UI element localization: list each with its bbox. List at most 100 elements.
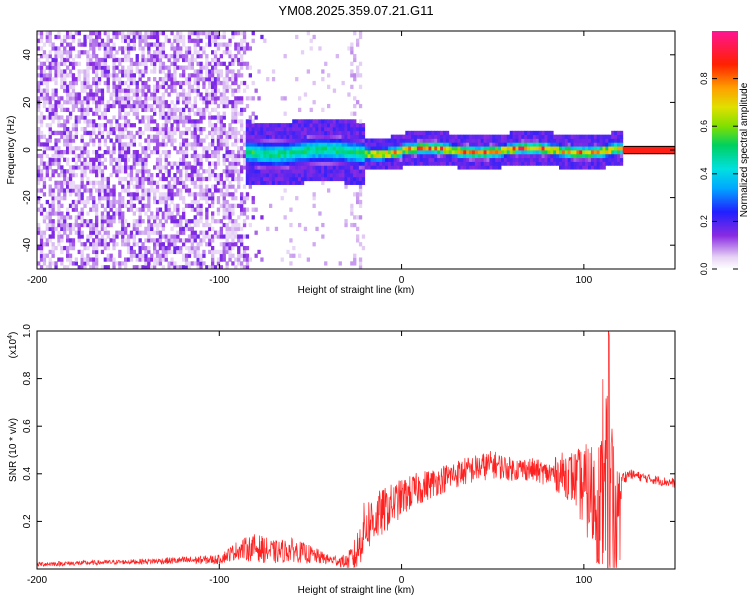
heatmap-cell xyxy=(208,77,212,82)
heatmap-cell xyxy=(66,157,70,162)
heatmap-cell xyxy=(109,199,113,205)
heatmap-cell xyxy=(103,111,107,116)
heatmap-cell xyxy=(625,146,629,151)
heatmap-cell xyxy=(170,46,174,51)
heatmap-cell xyxy=(184,46,189,51)
heatmap-cell xyxy=(225,103,229,109)
heatmap-cell xyxy=(216,230,221,235)
heatmap-cell xyxy=(77,107,81,113)
heatmap-cell xyxy=(408,146,412,151)
heatmap-cell xyxy=(51,103,55,109)
heatmap-cell xyxy=(489,153,493,159)
heatmap-cell xyxy=(144,165,148,170)
heatmap-cell xyxy=(248,130,252,136)
heatmap-cell xyxy=(60,234,64,239)
heatmap-cell xyxy=(588,165,592,170)
heatmap-cell xyxy=(559,157,563,162)
heatmap-cell xyxy=(118,142,122,147)
heatmap-cell xyxy=(561,138,566,143)
heatmap-cell xyxy=(106,38,110,43)
heatmap-cell xyxy=(332,123,337,128)
heatmap-cell xyxy=(216,257,221,262)
heatmap-cell xyxy=(469,150,473,155)
heatmap-cell xyxy=(187,107,192,113)
heatmap-cell xyxy=(480,142,484,147)
heatmap-cell xyxy=(60,115,64,120)
heatmap-cell xyxy=(356,146,360,151)
heatmap-cell xyxy=(437,142,441,147)
heatmap-cell xyxy=(126,92,131,97)
colorbar-gradient xyxy=(712,31,738,269)
heatmap-cell xyxy=(422,138,426,143)
heatmap-cell xyxy=(167,207,171,212)
heatmap-cell xyxy=(54,226,58,232)
heatmap-cell xyxy=(242,130,247,136)
heatmap-cell xyxy=(153,199,157,205)
heatmap-cell xyxy=(68,242,73,247)
heatmap-cell xyxy=(483,142,487,147)
heatmap-cell xyxy=(187,80,192,86)
heatmap-cell xyxy=(161,31,165,36)
heatmap-cell xyxy=(39,69,44,74)
heatmap-cell xyxy=(367,165,371,170)
heatmap-cell xyxy=(327,119,331,124)
heatmap-cell xyxy=(280,146,284,151)
heatmap-cell xyxy=(167,184,171,189)
heatmap-cell xyxy=(167,215,171,220)
heatmap-cell xyxy=(208,69,212,74)
heatmap-cell xyxy=(602,157,606,162)
heatmap-cell xyxy=(39,65,44,70)
heatmap-cell xyxy=(245,153,250,159)
heatmap-cell xyxy=(289,176,293,182)
heatmap-cell xyxy=(199,153,203,159)
heatmap-cell xyxy=(501,161,505,166)
heatmap-cell xyxy=(321,138,325,143)
heatmap-cell xyxy=(216,173,221,178)
heatmap-cell xyxy=(193,126,197,132)
heatmap-cell xyxy=(425,146,429,151)
heatmap-cell xyxy=(167,111,171,116)
heatmap-cell xyxy=(440,138,444,143)
heatmap-cell xyxy=(173,234,177,239)
heatmap-cell xyxy=(495,157,499,162)
heatmap-cell xyxy=(60,77,64,82)
heatmap-cell xyxy=(92,119,96,124)
heatmap-cell xyxy=(300,50,305,55)
heatmap-cell xyxy=(283,176,287,182)
heatmap-cell xyxy=(205,184,209,189)
heatmap-cell xyxy=(60,180,64,185)
heatmap-cell xyxy=(556,134,560,139)
heatmap-cell xyxy=(144,65,148,70)
heatmap-cell xyxy=(648,150,653,155)
heatmap-cell xyxy=(338,123,342,128)
heatmap-cell xyxy=(115,261,119,266)
heatmap-cell xyxy=(39,203,44,208)
heatmap-cell xyxy=(118,196,122,201)
heatmap-cell xyxy=(303,161,308,166)
heatmap-cell xyxy=(42,92,47,97)
heatmap-cell xyxy=(124,157,128,162)
heatmap-cell xyxy=(158,253,163,258)
heatmap-cell xyxy=(335,173,339,178)
heatmap-cell xyxy=(199,54,203,59)
heatmap-cell xyxy=(153,92,157,97)
heatmap-cell xyxy=(100,188,105,193)
heatmap-cell xyxy=(138,257,142,262)
heatmap-cell xyxy=(155,188,160,193)
heatmap-cell xyxy=(457,146,461,151)
heatmap-cell xyxy=(141,69,145,74)
heatmap-cell xyxy=(228,165,232,170)
heatmap-cell xyxy=(115,199,119,205)
heatmap-cell xyxy=(129,142,134,147)
heatmap-cell xyxy=(567,134,571,139)
heatmap-cell xyxy=(208,96,212,101)
heatmap-cell xyxy=(280,138,284,143)
heatmap-cell xyxy=(86,65,90,70)
heatmap-cell xyxy=(599,157,603,162)
heatmap-cell xyxy=(353,31,357,36)
heatmap-cell xyxy=(376,138,380,143)
heatmap-cell xyxy=(637,150,641,155)
heatmap-cell xyxy=(51,119,55,124)
heatmap-cell xyxy=(356,73,360,78)
heatmap-cell xyxy=(237,57,241,63)
